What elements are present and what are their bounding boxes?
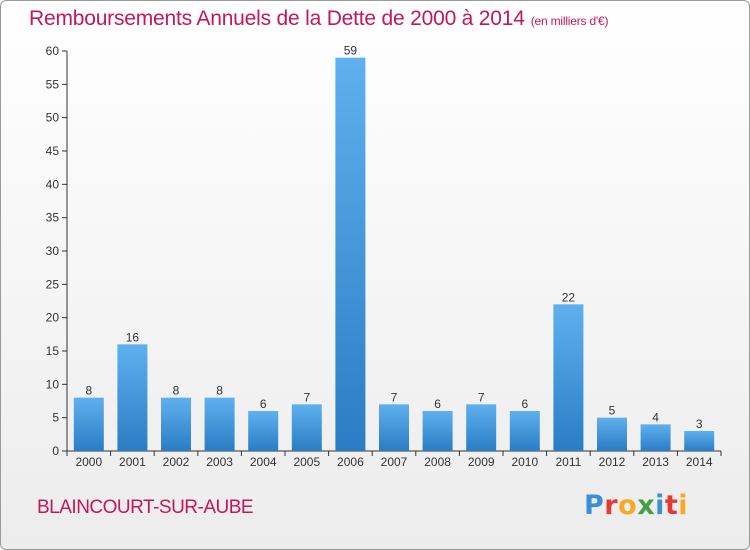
data-label: 6	[260, 397, 267, 411]
proxiti-logo: Proxiti	[584, 490, 688, 521]
bar	[248, 411, 279, 451]
data-label: 16	[126, 330, 140, 344]
x-tick-label: 2003	[206, 455, 233, 469]
x-tick-label: 2002	[163, 455, 190, 469]
data-label: 7	[391, 390, 398, 404]
bar	[466, 404, 497, 451]
logo-letter: i	[678, 490, 689, 521]
y-tick-label: 40	[46, 177, 60, 191]
y-tick-label: 25	[46, 277, 60, 291]
y-tick-label: 35	[46, 211, 60, 225]
bar	[422, 411, 453, 451]
bar	[553, 304, 584, 451]
y-tick-label: 20	[46, 311, 60, 325]
data-label: 3	[696, 417, 703, 431]
x-tick-label: 2012	[599, 455, 626, 469]
data-label: 7	[303, 390, 310, 404]
logo-letter: t	[664, 490, 679, 521]
logo-letter: o	[618, 490, 638, 521]
y-tick-label: 60	[46, 44, 60, 58]
data-label: 8	[216, 384, 223, 398]
x-tick-label: 2010	[511, 455, 538, 469]
x-tick-label: 2006	[337, 455, 364, 469]
data-label: 5	[609, 404, 616, 418]
data-label: 7	[478, 390, 485, 404]
commune-name: BLAINCOURT-SUR-AUBE	[37, 497, 254, 518]
logo-letter: i	[655, 490, 665, 521]
x-tick-label: 2001	[119, 455, 146, 469]
data-label: 6	[521, 397, 528, 411]
bar	[161, 397, 191, 451]
y-tick-label: 30	[46, 244, 60, 258]
x-tick-label: 2000	[75, 455, 102, 469]
y-tick-label: 5	[52, 411, 59, 425]
data-label: 22	[562, 290, 576, 304]
x-tick-label: 2005	[293, 455, 320, 469]
bar	[291, 404, 322, 451]
bar	[640, 424, 671, 451]
chart-title-text: Remboursements Annuels de la Dette de 20…	[29, 7, 525, 30]
x-tick-label: 2007	[381, 455, 408, 469]
bar	[117, 344, 148, 451]
x-tick-label: 2013	[642, 455, 669, 469]
x-tick-label: 2014	[686, 455, 713, 469]
x-tick-label: 2009	[468, 455, 495, 469]
bar	[684, 431, 715, 451]
x-tick-label: 2008	[424, 455, 451, 469]
chart-labels: 2000 8 2001 16 2002 8 2003 8 2004 6 2005 7 2006 59 200…	[75, 44, 712, 469]
chart-title: Remboursements Annuels de la Dette de 20…	[29, 7, 608, 31]
bar	[597, 417, 627, 451]
y-tick-label: 10	[46, 377, 60, 391]
y-tick-label: 15	[46, 344, 60, 358]
chart-bars	[73, 57, 715, 452]
bar	[73, 397, 104, 451]
data-label: 4	[652, 410, 659, 424]
x-tick-label: 2004	[250, 455, 277, 469]
data-label: 6	[434, 397, 441, 411]
y-tick-label: 50	[46, 111, 60, 125]
data-label: 59	[344, 44, 358, 58]
y-tick-label: 55	[46, 77, 60, 91]
data-label: 8	[85, 384, 92, 398]
logo-letter: P	[584, 490, 605, 521]
bar	[204, 397, 235, 451]
bar	[509, 411, 540, 451]
x-tick-label: 2011	[555, 455, 581, 469]
y-tick-label: 45	[46, 144, 60, 158]
data-label: 8	[173, 384, 180, 398]
y-tick-label: 0	[52, 444, 59, 458]
logo-letter: r	[604, 490, 619, 521]
logo-letter: x	[637, 490, 656, 521]
bar	[379, 404, 409, 451]
chart-subtitle: (en milliers d'€)	[530, 14, 609, 28]
bar	[335, 57, 366, 452]
